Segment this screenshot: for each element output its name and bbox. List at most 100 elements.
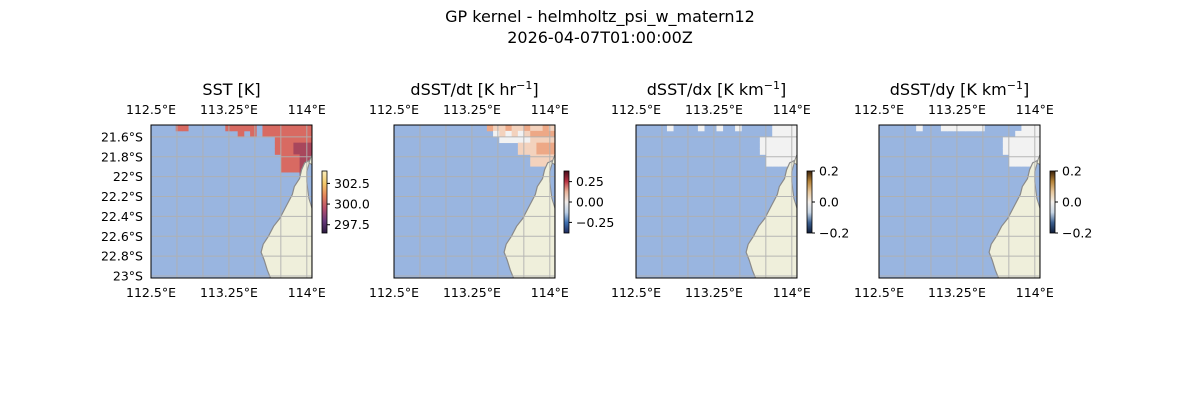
- heatmap-cell: [766, 136, 773, 144]
- x-tick-label-top: 113.25°E: [443, 102, 501, 117]
- heatmap-cell: [790, 148, 797, 155]
- heatmap-cell: [542, 148, 550, 155]
- panel-title: dSST/dy [K km−1]: [890, 79, 1029, 99]
- heatmap-cell: [281, 125, 288, 132]
- heatmap-cell: [772, 125, 779, 132]
- heatmap-cell: [250, 130, 257, 138]
- heatmap-cell: [1009, 142, 1016, 149]
- colorbar-tick-label: −0.25: [576, 215, 614, 230]
- panel-title-main: dSST/dx [K km: [647, 80, 764, 99]
- heatmap-cell: [293, 166, 301, 173]
- heatmap-cell: [778, 125, 786, 132]
- heatmap-cell: [299, 142, 307, 149]
- heatmap-cell: [299, 130, 307, 138]
- heatmap-cell: [536, 160, 544, 167]
- x-tick-label-top: 113.25°E: [685, 102, 743, 117]
- x-tick-label-top: 112.5°E: [854, 102, 904, 117]
- heatmap-cell: [759, 136, 767, 144]
- heatmap-cell: [1009, 160, 1016, 167]
- heatmap-cell: [493, 130, 500, 138]
- panel-title-sup: −1: [764, 79, 780, 92]
- heatmap-cell: [766, 148, 773, 155]
- heatmap-cell: [1027, 142, 1035, 149]
- heatmap-cell: [778, 148, 786, 155]
- colorbar: 0.25 0.00 −0.25: [563, 170, 614, 234]
- heatmap-cell: [959, 125, 967, 132]
- x-tick-label-bottom: 112.5°E: [854, 285, 904, 300]
- heatmap-cell: [293, 148, 301, 155]
- panel-title-main: SST [K]: [202, 80, 260, 99]
- gridlines: [151, 125, 312, 278]
- colorbar-tick-label: 0.25: [576, 174, 604, 189]
- land-mass: [503, 160, 555, 278]
- heatmap-cell: [772, 160, 779, 167]
- heatmap-cell: [778, 130, 786, 138]
- gridlines: [879, 125, 1040, 278]
- heatmap-cell: [524, 125, 531, 132]
- heatmap-cell: [1021, 142, 1029, 149]
- heatmap-cell: [790, 142, 797, 149]
- heatmap-cell: [772, 136, 779, 144]
- heatmap-cell: [1033, 130, 1040, 138]
- colorbar-tick-label: 300.0: [334, 197, 370, 212]
- heatmap-cell: [486, 125, 494, 132]
- heatmap-cell: [1015, 154, 1022, 161]
- heatmap-cell: [281, 154, 288, 161]
- heatmap-cell: [293, 130, 301, 138]
- heatmap-cell: [1002, 148, 1010, 155]
- heatmap-cell: [548, 136, 555, 144]
- x-tick-label-top: 114°E: [288, 102, 326, 117]
- heatmap-cell: [237, 125, 245, 132]
- panel-title: dSST/dt [K hr−1]: [410, 79, 538, 99]
- panel-dsst_dy: dSST/dy [K km−1] 112.5°E 112.5°E 113.25°E 11…: [854, 79, 1054, 300]
- heatmap-cell: [524, 142, 531, 149]
- heatmap-cell: [511, 130, 519, 138]
- heatmap-cell: [1002, 136, 1010, 144]
- heatmap-cell: [305, 154, 312, 161]
- heatmap-cell: [262, 130, 270, 138]
- panel-title-end: ]: [1023, 80, 1029, 99]
- heatmap-cell: [505, 125, 513, 132]
- heatmap-cell: [524, 130, 531, 138]
- heatmap-cell: [281, 148, 288, 155]
- y-tick-label: 23°S: [113, 269, 143, 284]
- panel-title-sup: −1: [1007, 79, 1023, 92]
- panel-title-end: ]: [780, 80, 786, 99]
- colorbar-tick-label: 302.5: [334, 176, 370, 191]
- heatmap-cell: [517, 125, 525, 132]
- y-tick-label: 22.6°S: [101, 229, 143, 244]
- heatmap-cell: [293, 125, 301, 132]
- panel-frame: [878, 124, 1041, 279]
- heatmap-cell: [268, 125, 276, 132]
- gridlines: [394, 125, 555, 278]
- x-tick-label-top: 114°E: [531, 102, 569, 117]
- y-tick-label: 22.8°S: [101, 249, 143, 264]
- heatmap-cell: [262, 125, 270, 132]
- x-tick-label-bottom: 113.25°E: [928, 285, 986, 300]
- heatmap-cell: [287, 142, 294, 149]
- heatmap-cell: [299, 136, 307, 144]
- heatmap-cell: [1033, 142, 1040, 149]
- heatmap-cell: [716, 125, 724, 132]
- heatmap-cell: [530, 136, 537, 144]
- heatmap-cell: [293, 154, 301, 161]
- heatmap-cell: [766, 154, 773, 161]
- heatmap-cell: [299, 125, 307, 132]
- heatmap-cell: [281, 160, 288, 167]
- heatmap-cell: [250, 125, 257, 132]
- heatmap-cell: [530, 125, 537, 132]
- heatmap-cell: [1021, 154, 1029, 161]
- x-tick-label-bottom: 114°E: [531, 285, 569, 300]
- heatmap-cell: [499, 136, 506, 144]
- x-tick-label-bottom: 113.25°E: [685, 285, 743, 300]
- heatmap-cell: [916, 125, 923, 132]
- heatmap-cell: [293, 136, 301, 144]
- heatmap-cell: [287, 166, 294, 173]
- panel-title-main: dSST/dt [K hr: [410, 80, 516, 99]
- heatmap-cell: [772, 148, 779, 155]
- heatmap-cell: [1033, 154, 1040, 161]
- figure-subtitle: 2026-04-07T01:00:00Z: [507, 28, 693, 47]
- heatmap-cell: [542, 130, 550, 138]
- heatmap-cell: [1027, 130, 1035, 138]
- heatmap-cell: [548, 130, 555, 138]
